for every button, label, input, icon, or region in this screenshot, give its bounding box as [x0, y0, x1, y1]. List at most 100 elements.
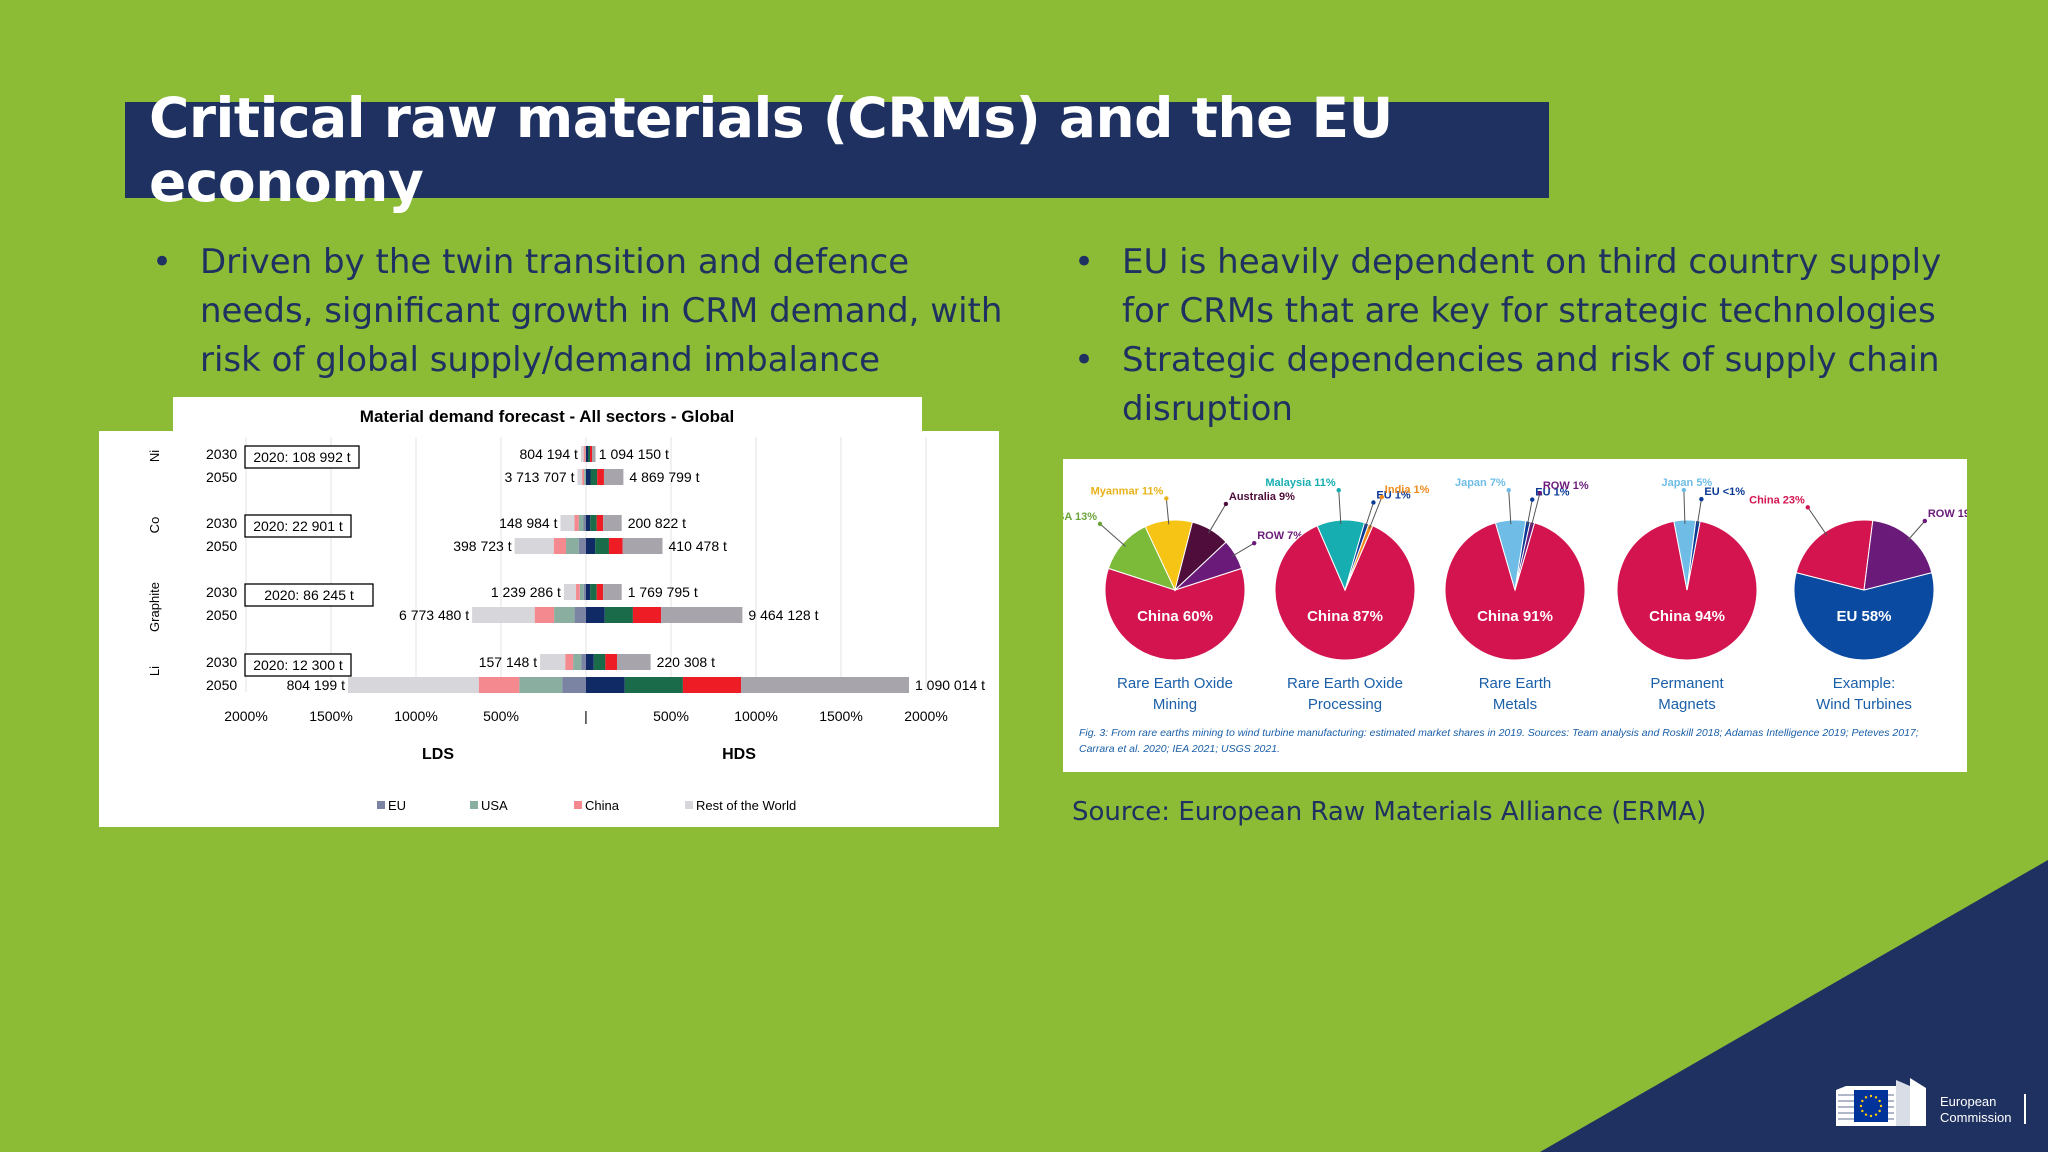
pie-slice-label: Japan 7% [1455, 477, 1506, 489]
pie-leader-line [1696, 499, 1702, 525]
hds-bar-segment [593, 654, 606, 670]
lds-value-label: 148 984 t [499, 515, 557, 531]
slide-title: Critical raw materials (CRMs) and the EU… [149, 86, 1393, 214]
hds-bar-segment [590, 469, 598, 485]
right-bullet-list: EU is heavily dependent on third country… [1062, 238, 1962, 434]
baseline-label: 2020: 86 245 t [264, 587, 354, 603]
hds-value-label: 1 090 014 t [915, 677, 985, 693]
lds-bar-segment [563, 584, 577, 600]
european-commission-logo: European Commission [1836, 1076, 2036, 1140]
baseline-box [244, 653, 352, 677]
hds-bar-segment [586, 654, 594, 670]
lds-bar-segment [578, 515, 584, 531]
pie-leader-line [1165, 498, 1170, 525]
pie-slice [1444, 522, 1586, 661]
pie-slice-label: India 1% [1385, 484, 1430, 496]
hds-bar-segment [586, 584, 591, 600]
hds-value-label: 1 769 795 t [628, 584, 698, 600]
x-tick-label: 1500% [309, 708, 353, 724]
chart-title: Material demand forecast - All sectors -… [360, 407, 734, 426]
hds-value-label: 9 464 128 t [748, 607, 818, 623]
lds-bar-segment [348, 677, 479, 693]
x-tick-label: 500% [483, 708, 519, 724]
pie-slice [1793, 571, 1935, 661]
lds-bar-segment [578, 538, 586, 554]
material-label: Li [147, 666, 162, 676]
lds-bar-segment [562, 677, 586, 693]
hds-bar-segment [586, 446, 588, 462]
ec-logo-text-line2: Commission [1940, 1110, 2012, 1125]
x-axis-label-hds: HDS [722, 746, 756, 763]
legend-swatch [470, 801, 478, 809]
hds-bar-segment [586, 677, 625, 693]
legend-label: USA [481, 798, 508, 813]
lds-bar-segment [584, 469, 587, 485]
pie-leader-line [1683, 490, 1686, 525]
pie-slice-label: EU <1% [1704, 486, 1745, 498]
lds-value-label: 6 773 480 t [399, 607, 469, 623]
hds-bar-segment [586, 607, 605, 623]
lds-value-label: 804 199 t [287, 677, 345, 693]
hds-bar-segment [590, 584, 597, 600]
hds-bar-segment [603, 584, 622, 600]
pie-leader-dot [1530, 497, 1535, 502]
legend-label: China [585, 798, 620, 813]
pie-title-line1: Rare Earth [1479, 675, 1552, 692]
pie-leader-dot [1922, 518, 1928, 524]
x-axis-label-lds: LDS [422, 746, 454, 763]
x-tick-label: 2000% [904, 708, 948, 724]
source-note: Source: European Raw Materials Alliance … [1072, 797, 1707, 827]
pie-slice-label: Australia 9% [1229, 491, 1295, 503]
pie-slice-label: Myanmar 11% [1091, 485, 1164, 497]
baseline-box [244, 445, 360, 469]
pie-main-label: EU 58% [1836, 608, 1891, 625]
baseline-label: 2020: 22 901 t [253, 518, 343, 534]
pie-slice-label: Japan 5% [1661, 477, 1712, 489]
hds-bar-segment [596, 515, 604, 531]
pie-title-line1: Example: [1833, 675, 1896, 692]
hds-bar-segment [741, 677, 909, 693]
pie-leader-line [1099, 523, 1126, 547]
hds-bar-segment [682, 677, 742, 693]
pie-leader-line [1364, 502, 1374, 528]
ec-logo-divider [2024, 1094, 2026, 1124]
hds-bar-segment [604, 607, 633, 623]
material-label: Ni [147, 450, 162, 462]
pie-title-line1: Permanent [1650, 675, 1724, 692]
lds-bar-segment [566, 538, 579, 554]
title-bar: Critical raw materials (CRMs) and the EU… [125, 86, 1549, 214]
pie-leader-dot [1223, 501, 1229, 507]
pie-leader-line [1368, 496, 1383, 529]
pie-title-line2: Magnets [1658, 696, 1716, 713]
baseline-label: 2020: 108 992 t [253, 449, 350, 465]
x-tick-label: | [584, 708, 588, 724]
bullet-item: Strategic dependencies and risk of suppl… [1062, 336, 1962, 434]
pie-main-label: China 87% [1307, 608, 1383, 625]
hds-bar-segment [597, 469, 604, 485]
pie-leader-line [1508, 490, 1512, 525]
lds-bar-segment [534, 607, 555, 623]
pie-leader-line [1526, 499, 1533, 526]
hds-bar-segment [590, 446, 592, 462]
hds-bar-segment [605, 654, 618, 670]
pie-caption-line1: Fig. 3: From rare earths mining to wind … [1079, 727, 1919, 739]
pie-slice-label: ROW 7% [1257, 530, 1303, 542]
pie-caption-line2: Carrara et al. 2020; IEA 2021; USGS 2021… [1079, 743, 1280, 755]
hds-value-label: 220 308 t [657, 654, 715, 670]
hds-bar-segment [586, 515, 591, 531]
eu-star-icon [1861, 1109, 1864, 1113]
year-label: 2030 [206, 584, 237, 600]
pie-leader-dot [1699, 496, 1704, 502]
eu-star-icon [1869, 1114, 1873, 1118]
year-label: 2050 [206, 538, 237, 554]
hds-value-label: 1 094 150 t [599, 446, 669, 462]
pie-slice-label: ROW 1% [1543, 480, 1589, 492]
hds-bar-segment [603, 469, 624, 485]
pie-leader-line [1338, 490, 1342, 525]
hds-bar-segment [624, 677, 683, 693]
lds-bar-segment [579, 584, 584, 600]
material-label: Graphite [147, 582, 162, 632]
year-label: 2050 [206, 469, 237, 485]
lds-bar-segment [540, 654, 566, 670]
pie-leader-line [1231, 542, 1255, 557]
